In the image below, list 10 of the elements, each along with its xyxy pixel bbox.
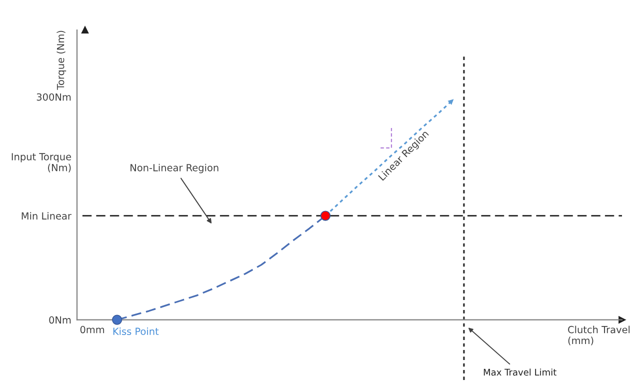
annotation: Non-Linear Region: [130, 164, 218, 174]
y-axis-title: Input Torque (Nm): [12, 153, 72, 172]
x-axis-title: Clutch Travel (mm): [568, 326, 630, 346]
y-tick-label: 0Nm: [49, 316, 71, 324]
y-tick-label: Min Linear: [22, 212, 72, 220]
annotation: Kiss Point: [113, 328, 159, 336]
y-tick-label: 300Nm: [36, 93, 71, 101]
annotation: Max Travel Limit: [484, 368, 556, 376]
text: Torque (Nm): [56, 30, 66, 90]
annotation: 0mm: [80, 326, 104, 334]
